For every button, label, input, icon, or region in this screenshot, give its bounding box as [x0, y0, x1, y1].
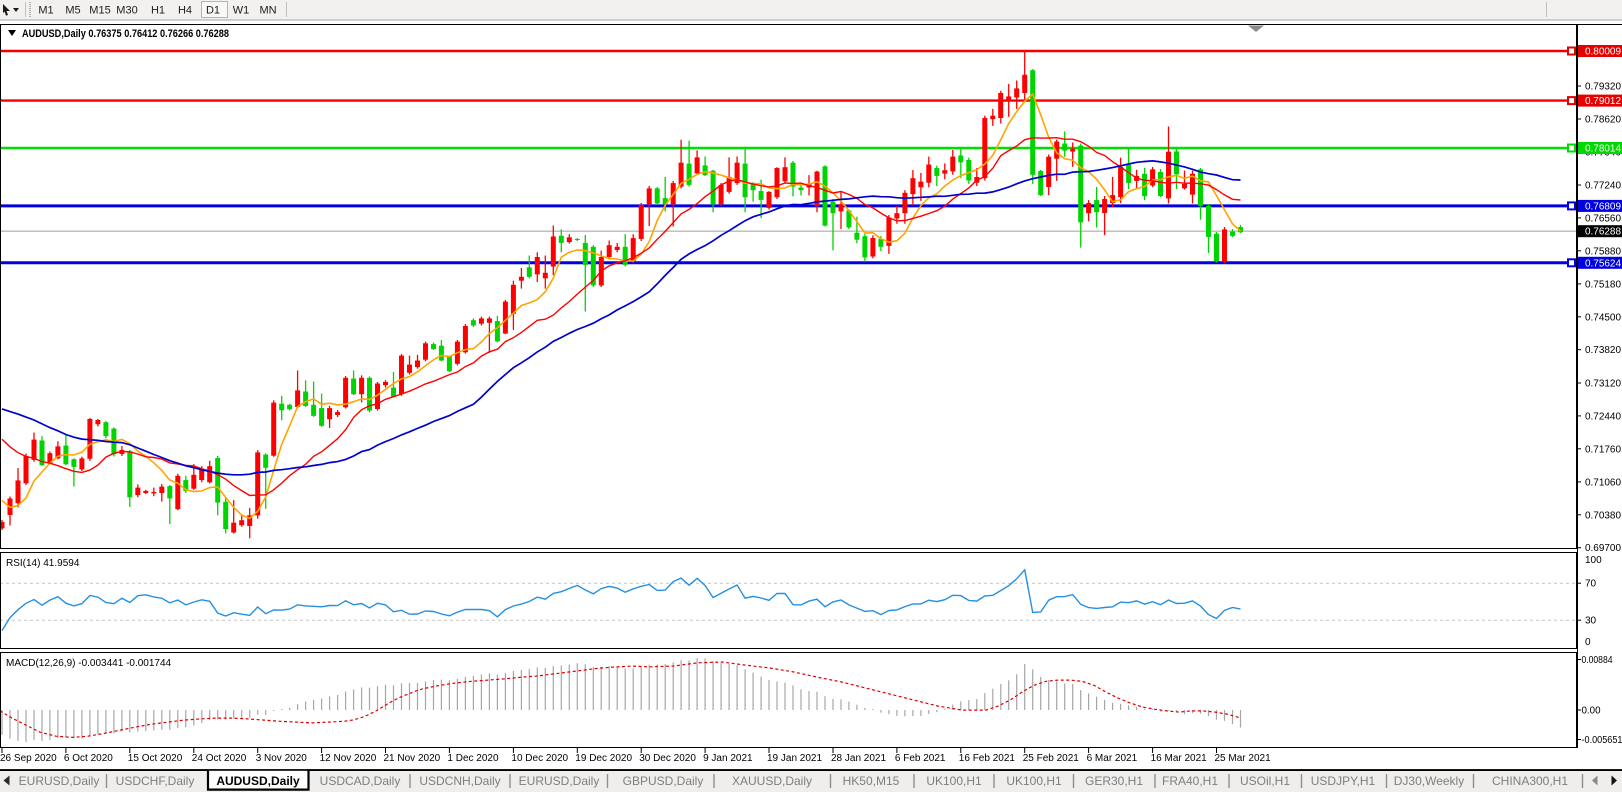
svg-text:0.76809: 0.76809: [1585, 201, 1621, 212]
svg-text:RSI(14) 41.9594: RSI(14) 41.9594: [6, 558, 80, 569]
svg-text:24 Oct 2020: 24 Oct 2020: [192, 753, 247, 764]
svg-text:0.76288: 0.76288: [1585, 227, 1621, 238]
svg-text:6 Feb 2021: 6 Feb 2021: [895, 753, 946, 764]
svg-text:M5: M5: [65, 5, 80, 17]
svg-text:25 Mar 2021: 25 Mar 2021: [1215, 753, 1272, 764]
svg-text:XAUUSD,Daily: XAUUSD,Daily: [732, 774, 812, 788]
svg-text:6 Mar 2021: 6 Mar 2021: [1087, 753, 1138, 764]
svg-text:0.78620: 0.78620: [1585, 115, 1621, 126]
svg-text:0.80009: 0.80009: [1585, 47, 1621, 58]
svg-text:GER30,H1: GER30,H1: [1085, 774, 1143, 788]
svg-text:30 Dec 2020: 30 Dec 2020: [639, 753, 696, 764]
svg-text:10 Dec 2020: 10 Dec 2020: [511, 753, 568, 764]
svg-text:USDJPY,H1: USDJPY,H1: [1311, 774, 1376, 788]
svg-text:12 Nov 2020: 12 Nov 2020: [320, 753, 377, 764]
svg-text:M30: M30: [116, 5, 137, 17]
svg-text:UK100,H1: UK100,H1: [926, 774, 982, 788]
svg-text:FRA40,H1: FRA40,H1: [1162, 774, 1218, 788]
svg-text:30: 30: [1585, 616, 1597, 627]
svg-text:70: 70: [1585, 579, 1597, 590]
svg-text:0.76560: 0.76560: [1585, 213, 1621, 224]
svg-text:0.73820: 0.73820: [1585, 345, 1621, 356]
svg-text:M1: M1: [38, 5, 53, 17]
svg-text:25 Feb 2021: 25 Feb 2021: [1023, 753, 1080, 764]
svg-text:0.73120: 0.73120: [1585, 379, 1621, 390]
svg-text:0.72440: 0.72440: [1585, 411, 1621, 422]
svg-text:0.78014: 0.78014: [1585, 144, 1621, 155]
svg-text:16 Feb 2021: 16 Feb 2021: [959, 753, 1016, 764]
svg-text:0.71760: 0.71760: [1585, 444, 1621, 455]
svg-text:USDCNH,Daily: USDCNH,Daily: [419, 774, 500, 788]
svg-text:0.71060: 0.71060: [1585, 477, 1621, 488]
svg-text:19 Jan 2021: 19 Jan 2021: [767, 753, 822, 764]
svg-text:1 Dec 2020: 1 Dec 2020: [447, 753, 499, 764]
svg-text:0.00: 0.00: [1582, 706, 1601, 717]
svg-text:EURUSD,Daily: EURUSD,Daily: [19, 774, 100, 788]
svg-text:GBPUSD,Daily: GBPUSD,Daily: [623, 774, 704, 788]
svg-text:EURUSD,Daily: EURUSD,Daily: [519, 774, 600, 788]
svg-text:0.77240: 0.77240: [1585, 181, 1621, 192]
svg-text:26 Sep 2020: 26 Sep 2020: [0, 753, 57, 764]
svg-text:AUDUSD,Daily 0.76375 0.76412: AUDUSD,Daily 0.76375 0.76412 0.76266 0.7…: [22, 28, 229, 40]
svg-text:3 Nov 2020: 3 Nov 2020: [256, 753, 308, 764]
svg-text:28 Jan 2021: 28 Jan 2021: [831, 753, 886, 764]
svg-text:0.75880: 0.75880: [1585, 246, 1621, 257]
svg-text:MN: MN: [259, 5, 276, 17]
svg-text:0.79320: 0.79320: [1585, 82, 1621, 93]
svg-text:HK50,M15: HK50,M15: [843, 774, 900, 788]
svg-text:MACD(12,26,9) -0.003441 -0.001: MACD(12,26,9) -0.003441 -0.001744: [6, 658, 172, 669]
svg-text:H1: H1: [151, 5, 165, 17]
svg-text:USOil,H1: USOil,H1: [1240, 774, 1290, 788]
svg-text:100: 100: [1585, 555, 1602, 566]
svg-text:D1: D1: [206, 5, 220, 17]
svg-text:0.79012: 0.79012: [1585, 96, 1621, 107]
svg-text:-0.005651: -0.005651: [1582, 735, 1622, 746]
svg-text:0.69700: 0.69700: [1585, 543, 1621, 554]
svg-text:DJ30,Weekly: DJ30,Weekly: [1394, 774, 1464, 788]
svg-text:UK100,H1: UK100,H1: [1006, 774, 1062, 788]
svg-text:H4: H4: [178, 5, 192, 17]
svg-text:CHINA300,H1: CHINA300,H1: [1492, 774, 1568, 788]
svg-text:19 Dec 2020: 19 Dec 2020: [575, 753, 632, 764]
svg-text:USDCAD,Daily: USDCAD,Daily: [320, 774, 401, 788]
svg-text:0.70380: 0.70380: [1585, 510, 1621, 521]
svg-text:9 Jan 2021: 9 Jan 2021: [703, 753, 753, 764]
svg-text:6 Oct 2020: 6 Oct 2020: [64, 753, 113, 764]
svg-text:0: 0: [1585, 637, 1591, 648]
svg-text:USDCHF,Daily: USDCHF,Daily: [116, 774, 195, 788]
svg-text:M15: M15: [89, 5, 110, 17]
svg-text:0.00884: 0.00884: [1582, 655, 1613, 666]
svg-text:0.75180: 0.75180: [1585, 279, 1621, 290]
svg-text:16 Mar 2021: 16 Mar 2021: [1151, 753, 1208, 764]
svg-text:0.74500: 0.74500: [1585, 312, 1621, 323]
svg-text:15 Oct 2020: 15 Oct 2020: [128, 753, 183, 764]
svg-text:AUDUSD,Daily: AUDUSD,Daily: [216, 774, 300, 788]
svg-text:0.75624: 0.75624: [1585, 258, 1621, 269]
svg-text:21 Nov 2020: 21 Nov 2020: [384, 753, 441, 764]
svg-text:W1: W1: [233, 5, 250, 17]
